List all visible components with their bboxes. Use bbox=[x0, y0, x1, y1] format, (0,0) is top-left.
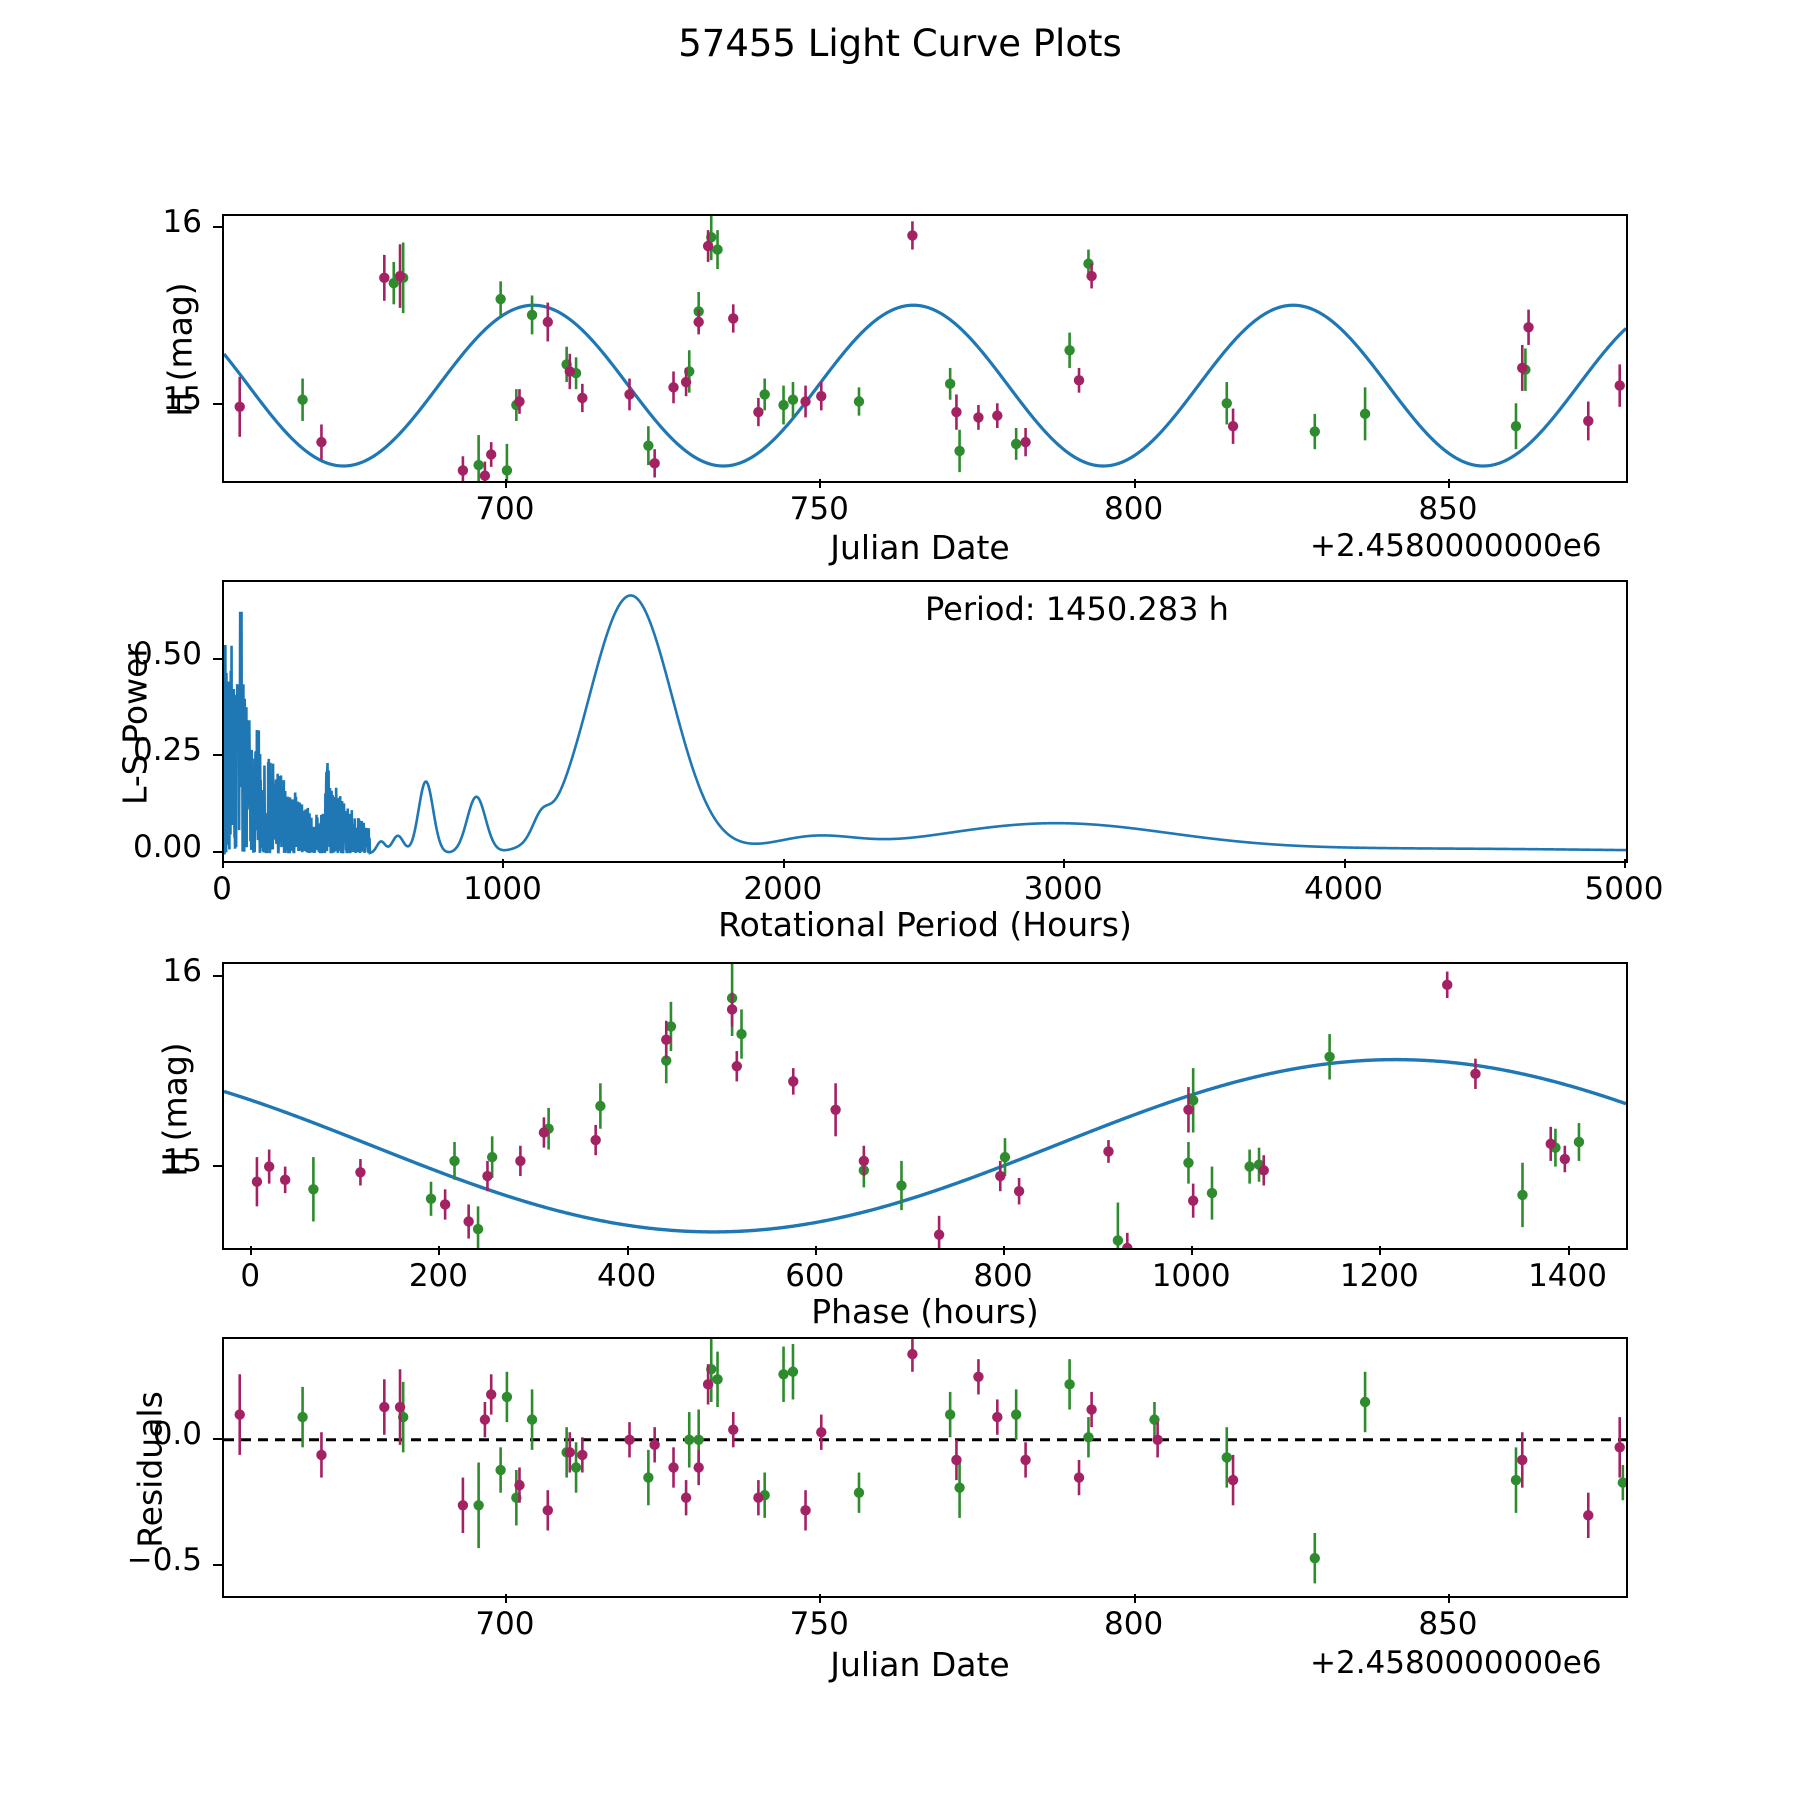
x-tick-label: 750 bbox=[789, 1606, 849, 1642]
x-tick-label: 800 bbox=[1104, 1606, 1164, 1642]
x-tick-label: 1000 bbox=[462, 871, 542, 907]
y-tick-mark bbox=[213, 226, 222, 229]
data-series-magenta bbox=[234, 1339, 1625, 1539]
axis-label-x-residuals: Julian Date bbox=[830, 1645, 1010, 1684]
y-tick-label: −0.5 bbox=[126, 1541, 202, 1578]
y-tick-mark bbox=[213, 851, 222, 854]
x-tick-label: 700 bbox=[475, 1606, 535, 1642]
x-tick-label: 850 bbox=[1418, 491, 1478, 527]
x-tick-mark bbox=[1567, 1246, 1570, 1255]
axes-periodogram[interactable] bbox=[222, 580, 1628, 863]
x-tick-mark bbox=[504, 479, 507, 488]
x-tick-mark bbox=[1063, 859, 1066, 868]
x-tick-mark bbox=[502, 859, 505, 868]
y-tick-mark bbox=[213, 975, 222, 978]
x-tick-label: 2000 bbox=[743, 871, 823, 907]
x-tick-label: 5000 bbox=[1584, 871, 1664, 907]
x-tick-mark bbox=[1447, 479, 1450, 488]
data-series-green bbox=[308, 964, 1585, 1248]
axis-offset-lightcurve: +2.4580000000e6 bbox=[1310, 528, 1602, 564]
x-tick-label: 800 bbox=[973, 1258, 1033, 1294]
x-tick-mark bbox=[1002, 1246, 1005, 1255]
x-tick-mark bbox=[222, 859, 224, 868]
x-tick-mark bbox=[250, 1246, 253, 1255]
x-tick-label: 1400 bbox=[1528, 1258, 1607, 1294]
x-tick-label: 0 bbox=[240, 1258, 261, 1294]
y-tick-mark bbox=[213, 403, 222, 406]
axis-label-y-residuals: Residuals bbox=[130, 1391, 170, 1548]
x-tick-mark bbox=[819, 1594, 822, 1603]
x-tick-label: 750 bbox=[789, 491, 849, 527]
y-tick-mark bbox=[213, 1437, 222, 1440]
x-tick-label: 1000 bbox=[1151, 1258, 1231, 1294]
axis-offset-residuals: +2.4580000000e6 bbox=[1310, 1645, 1602, 1681]
periodogram-curve bbox=[224, 594, 1626, 855]
x-tick-mark bbox=[1447, 1594, 1450, 1603]
axis-label-x-phasefold: Phase (hours) bbox=[811, 1292, 1039, 1331]
x-tick-mark bbox=[1133, 479, 1136, 488]
phase-model-curve bbox=[224, 1057, 1626, 1234]
x-tick-mark bbox=[1191, 1246, 1194, 1255]
y-tick-mark bbox=[213, 657, 222, 660]
x-tick-mark bbox=[1133, 1594, 1136, 1603]
figure-title: 57455 Light Curve Plots bbox=[678, 22, 1122, 65]
x-tick-mark bbox=[626, 1246, 629, 1255]
x-tick-label: 800 bbox=[1104, 491, 1164, 527]
x-tick-label: 3000 bbox=[1023, 871, 1103, 907]
axes-residuals[interactable] bbox=[222, 1337, 1628, 1598]
data-series-magenta bbox=[234, 221, 1625, 481]
x-tick-mark bbox=[782, 859, 785, 868]
y-tick-label: 0.25 bbox=[132, 732, 202, 769]
y-tick-label: 15 bbox=[162, 1142, 202, 1179]
data-series-green bbox=[297, 1339, 1626, 1584]
y-tick-mark bbox=[213, 754, 222, 757]
x-tick-mark bbox=[819, 479, 822, 488]
y-tick-label: 0.50 bbox=[132, 635, 202, 672]
data-series-green bbox=[297, 216, 1531, 481]
x-tick-label: 850 bbox=[1418, 1606, 1478, 1642]
axis-label-x-lightcurve: Julian Date bbox=[830, 528, 1010, 567]
model-curve bbox=[224, 303, 1626, 468]
x-tick-mark bbox=[438, 1246, 441, 1255]
x-tick-label: 4000 bbox=[1304, 871, 1384, 907]
period-annotation: Period: 1450.283 h bbox=[925, 590, 1229, 628]
axis-label-x-periodogram: Rotational Period (Hours) bbox=[718, 905, 1132, 944]
x-tick-mark bbox=[1343, 859, 1346, 868]
y-tick-mark bbox=[213, 1563, 222, 1566]
x-tick-label: 700 bbox=[475, 491, 535, 527]
axes-lightcurve[interactable] bbox=[222, 214, 1628, 483]
y-tick-label: 15 bbox=[162, 381, 202, 418]
x-tick-mark bbox=[504, 1594, 507, 1603]
x-tick-mark bbox=[1379, 1246, 1382, 1255]
x-tick-label: 600 bbox=[785, 1258, 845, 1294]
x-tick-label: 0 bbox=[212, 871, 232, 907]
x-tick-label: 1200 bbox=[1339, 1258, 1419, 1294]
x-tick-label: 400 bbox=[597, 1258, 657, 1294]
x-tick-mark bbox=[814, 1246, 817, 1255]
y-tick-label: 16 bbox=[162, 204, 202, 241]
y-tick-mark bbox=[213, 1164, 222, 1167]
x-tick-label: 200 bbox=[408, 1258, 468, 1294]
y-tick-label: 0.0 bbox=[152, 1415, 202, 1452]
axis-label-y-lightcurve: H (mag) bbox=[160, 282, 200, 417]
y-tick-label: 16 bbox=[162, 953, 202, 990]
x-tick-mark bbox=[1624, 859, 1626, 868]
y-tick-label: 0.00 bbox=[132, 829, 202, 866]
data-series-magenta bbox=[251, 971, 1571, 1248]
axes-phasefold[interactable] bbox=[222, 962, 1628, 1250]
axis-label-y-phasefold: H (mag) bbox=[155, 1042, 195, 1177]
